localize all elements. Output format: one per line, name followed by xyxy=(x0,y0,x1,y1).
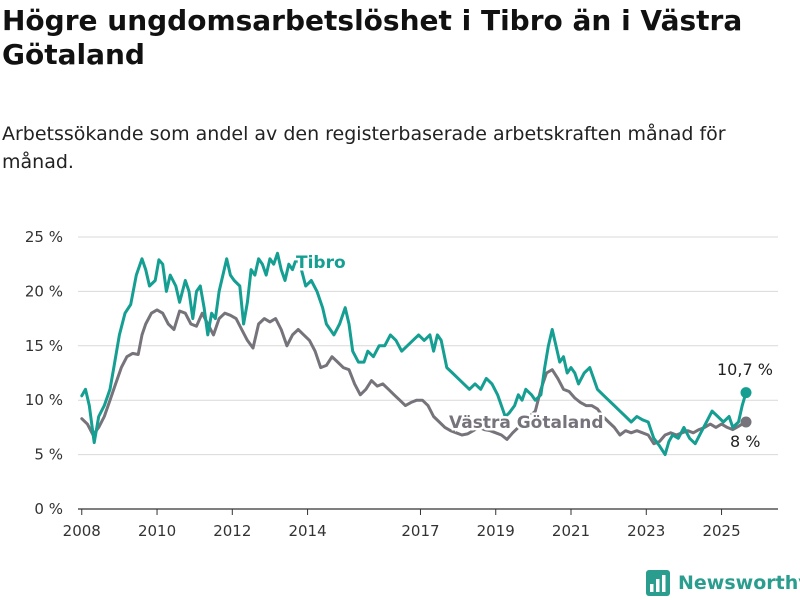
end-label-tibro: 10,7 % xyxy=(717,360,773,379)
chart-title: Högre ungdomsarbetslöshet i Tibro än i V… xyxy=(2,4,743,71)
bar-chart-icon xyxy=(646,570,670,596)
brand-logo: Newsworthy xyxy=(646,568,800,598)
chart-subtitle: Arbetssökande som andel av den registerb… xyxy=(2,123,726,173)
gridlines xyxy=(78,236,778,510)
end-point-tibro xyxy=(740,387,752,399)
x-tick-label: 2012 xyxy=(213,522,251,540)
y-tick-label: 15 % xyxy=(25,337,63,355)
x-tick-label: 2010 xyxy=(138,522,176,540)
end-point-vastra-gotaland xyxy=(740,416,752,428)
y-tick-label: 20 % xyxy=(25,282,63,300)
y-tick-label: 10 % xyxy=(25,391,63,409)
series-line-vastra-gotaland xyxy=(80,308,748,446)
series-line-tibro xyxy=(80,251,748,457)
y-tick-label: 5 % xyxy=(34,446,63,464)
series-labels: Tibro Västra Götaland 10,7 % 8 % xyxy=(294,251,773,452)
series-group xyxy=(80,251,752,457)
x-tick-label: 2014 xyxy=(288,522,326,540)
x-axis: 2008 2010 2012 2014 2017 2019 2021 2023 2025 xyxy=(63,509,741,540)
x-tick-label: 2017 xyxy=(401,522,439,540)
series-label-tibro: Tibro xyxy=(296,253,346,273)
x-tick-label: 2025 xyxy=(702,522,740,540)
line-chart: 0 %5 %10 %15 %20 %25 % 2008 2010 2012 2014 2… xyxy=(25,228,778,540)
x-tick-label: 2023 xyxy=(627,522,665,540)
x-tick-label: 2008 xyxy=(63,522,101,540)
x-tick-label: 2019 xyxy=(477,522,515,540)
series-label-vastra-gotaland: Västra Götaland xyxy=(449,413,604,433)
y-tick-label: 0 % xyxy=(34,500,63,518)
y-axis: 0 % 5 % 10 % 15 % 20 % 25 % xyxy=(25,228,63,518)
y-tick-label: 25 % xyxy=(25,228,63,246)
x-tick-label: 2021 xyxy=(552,522,590,540)
brand-name: Newsworthy xyxy=(678,572,800,594)
end-label-vastra-gotaland: 8 % xyxy=(730,432,760,451)
